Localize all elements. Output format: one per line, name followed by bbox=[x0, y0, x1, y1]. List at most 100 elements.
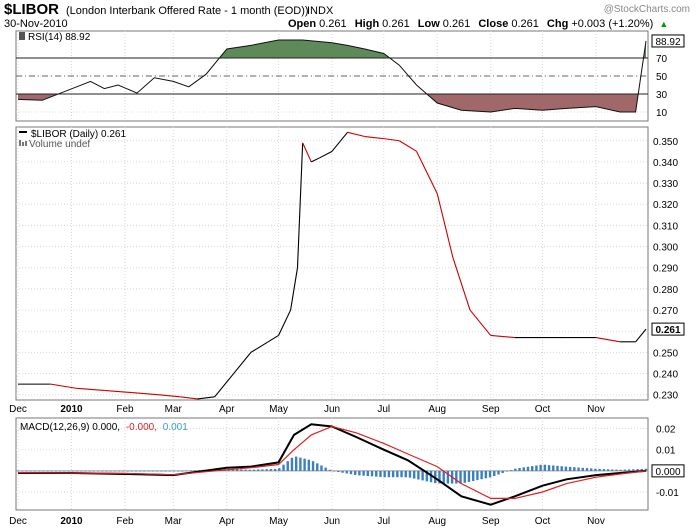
price-line-segment bbox=[157, 394, 181, 398]
macd-histogram-bar bbox=[75, 470, 79, 472]
macd-y-tick-label: 0.02 bbox=[656, 425, 676, 436]
macd-histogram-bar bbox=[130, 470, 133, 472]
macd-histogram-bar bbox=[501, 470, 504, 474]
macd-histogram-bar bbox=[412, 470, 416, 479]
macd-histogram-bar bbox=[33, 470, 37, 472]
symbol: $LIBOR bbox=[4, 1, 59, 18]
macd-histogram-bar bbox=[358, 470, 361, 476]
macd-histogram-bar bbox=[320, 465, 323, 471]
macd-histogram-bar bbox=[429, 470, 433, 483]
macd-histogram-bar bbox=[147, 470, 150, 472]
price-line-segment bbox=[131, 392, 158, 396]
x-tick-label: Jul bbox=[377, 516, 390, 527]
macd-y-tick-label: 0.01 bbox=[656, 446, 676, 457]
price-legend: $LIBOR (Daily) 0.261 Volume undef bbox=[19, 129, 126, 150]
price-y-tick-label: 0.350 bbox=[653, 137, 678, 148]
macd-histogram-bar bbox=[126, 470, 129, 472]
macd-histogram-bar bbox=[282, 464, 285, 471]
rsi-y-tick-label: 10 bbox=[656, 108, 668, 119]
x-tick-label: Feb bbox=[116, 516, 134, 527]
macd-histogram-bar bbox=[25, 470, 28, 472]
macd-histogram-bar bbox=[92, 470, 96, 472]
macd-signal-line bbox=[17, 425, 647, 499]
macd-histogram-bar bbox=[387, 470, 391, 478]
price-line-segment bbox=[278, 309, 292, 336]
price-line-segment bbox=[469, 309, 492, 336]
macd-histogram-bar bbox=[316, 463, 319, 471]
macd-histogram-bar bbox=[375, 470, 378, 477]
price-line-segment bbox=[347, 131, 365, 138]
quote-line: Open 0.261 High 0.261 Low 0.261 Close 0.261 … bbox=[288, 18, 668, 30]
price-line-segment bbox=[319, 150, 333, 159]
rsi-legend-label: RSI(14) 88.92 bbox=[28, 32, 91, 43]
macd-histogram-bar bbox=[96, 470, 100, 472]
price-line-segment bbox=[214, 373, 235, 398]
macd-histogram-bar bbox=[122, 470, 125, 472]
macd-histogram-bar bbox=[379, 470, 382, 477]
price-panel bbox=[15, 126, 649, 401]
price-legend-label: $LIBOR (Daily) 0.261 bbox=[31, 129, 126, 140]
macd-histogram-bar bbox=[602, 469, 606, 471]
macd-histogram-bar bbox=[265, 469, 268, 471]
price-line-segment bbox=[296, 142, 304, 268]
macd-legend: MACD(12,26,9) 0.000, -0.000, 0.001 bbox=[20, 422, 188, 433]
macd-histogram-bar bbox=[290, 457, 294, 471]
x-tick-label: Jun bbox=[324, 516, 340, 527]
macd-histogram-bar bbox=[531, 466, 534, 471]
macd-histogram-bar bbox=[105, 470, 108, 472]
macd-histogram-bar bbox=[632, 469, 635, 471]
price-line-segment bbox=[416, 151, 438, 194]
price-line-segment bbox=[233, 352, 252, 374]
rsi-y-tick-label: 30 bbox=[656, 90, 668, 101]
macd-histogram-bar bbox=[21, 470, 24, 472]
macd-histogram-bar bbox=[42, 470, 45, 472]
macd-histogram-bar bbox=[101, 470, 104, 472]
macd-histogram-bar bbox=[590, 468, 593, 471]
x-tick-label: May bbox=[269, 516, 288, 527]
rsi-line bbox=[17, 39, 647, 113]
macd-histogram-bar bbox=[615, 469, 618, 471]
macd-histogram-bar bbox=[46, 470, 49, 472]
macd-histogram-bar bbox=[278, 468, 281, 471]
macd-histogram-bar bbox=[337, 470, 340, 472]
macd-histogram-bar bbox=[303, 458, 306, 471]
macd-histogram-bar bbox=[269, 469, 273, 471]
macd-histogram-bar bbox=[471, 470, 475, 482]
x-tick-label: 2010 bbox=[60, 516, 83, 527]
macd-histogram-bar bbox=[400, 470, 403, 478]
macd-histogram-bar bbox=[556, 465, 559, 471]
macd-histogram-bar bbox=[644, 468, 648, 471]
price-line-segment bbox=[331, 131, 348, 152]
rsi-legend: RSI(14) 88.92 bbox=[19, 32, 91, 43]
macd-histogram-bar bbox=[459, 470, 462, 484]
macd-histogram-bar bbox=[345, 470, 348, 474]
macd-histogram-bar bbox=[257, 469, 260, 471]
macd-y-tick-label: -0.01 bbox=[656, 488, 679, 499]
quote-date: 30-Nov-2010 bbox=[4, 18, 68, 30]
price-last-value: 0.261 bbox=[655, 325, 680, 336]
macd-histogram-bar bbox=[248, 469, 252, 471]
macd-histogram-bar bbox=[117, 470, 121, 472]
macd-histogram-bar bbox=[446, 470, 450, 484]
rsi-y-tick-label: 70 bbox=[656, 54, 668, 65]
price-line-segment bbox=[76, 387, 105, 392]
rsi-oversold-fill bbox=[18, 94, 646, 112]
price-line-segment bbox=[452, 256, 471, 311]
macd-histogram-bar bbox=[539, 464, 542, 471]
macd-histogram-bar bbox=[151, 470, 155, 472]
macd-histogram-bar bbox=[88, 470, 91, 472]
macd-histogram-bar bbox=[332, 470, 336, 472]
macd-histogram-bar bbox=[307, 459, 311, 471]
price-y-tick-label: 0.320 bbox=[653, 200, 678, 211]
macd-histogram-bar bbox=[370, 470, 374, 477]
price-y-tick-label: 0.270 bbox=[653, 306, 678, 317]
price-last-value-box bbox=[651, 322, 685, 336]
macd-histogram-bar bbox=[84, 470, 87, 472]
macd-histogram-bar bbox=[324, 467, 327, 471]
macd-histogram-bar bbox=[484, 470, 488, 479]
macd-histogram-bar bbox=[134, 470, 138, 472]
macd-histogram-bar bbox=[391, 470, 395, 478]
macd-histogram-bar bbox=[611, 469, 614, 471]
x-tick-label: Apr bbox=[219, 404, 235, 415]
price-y-tick-label: 0.240 bbox=[653, 370, 678, 381]
